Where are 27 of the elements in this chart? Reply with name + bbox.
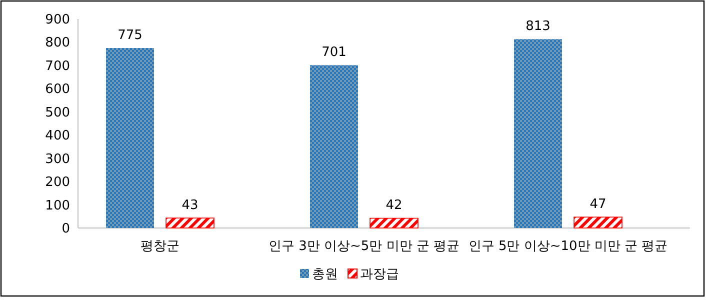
data-label: 701 <box>322 45 346 60</box>
y-tick-label: 900 <box>45 12 70 28</box>
y-tick-label: 400 <box>45 128 70 144</box>
bar <box>370 218 418 228</box>
data-label: 43 <box>182 198 198 214</box>
x-tick-label: 인구 5만 이상~10만 미만 군 평균 <box>468 239 668 254</box>
y-tick-label: 700 <box>45 58 70 74</box>
y-tick-label: 600 <box>45 82 70 98</box>
x-tick-label: 인구 3만 이상~5만 미만 군 평균 <box>268 239 460 254</box>
data-label: 42 <box>386 198 402 214</box>
y-tick-label: 200 <box>45 175 70 190</box>
bar <box>106 48 154 228</box>
y-tick-label: 800 <box>45 36 70 51</box>
y-tick-label: 0 <box>62 222 70 236</box>
y-tick-label: 300 <box>45 152 70 167</box>
data-label: 813 <box>526 19 550 34</box>
legend-label: 과장급 <box>360 267 399 282</box>
bar <box>166 218 214 228</box>
bar <box>310 65 358 228</box>
bar <box>574 216 622 228</box>
x-tick-label: 평창군 <box>140 239 180 254</box>
legend-label: 총원 <box>312 267 338 282</box>
y-tick-label: 100 <box>45 198 70 214</box>
data-label: 775 <box>118 28 142 44</box>
y-tick-label: 500 <box>45 105 70 120</box>
bar <box>514 39 562 228</box>
data-label: 47 <box>590 197 606 212</box>
